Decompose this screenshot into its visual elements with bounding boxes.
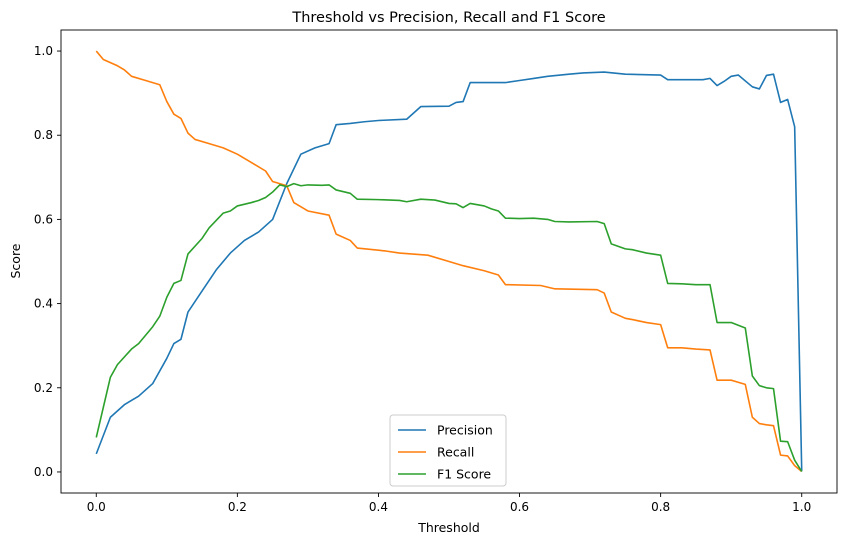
chart-title: Threshold vs Precision, Recall and F1 Sc… xyxy=(291,10,605,26)
y-tick-label: 0.2 xyxy=(34,381,53,395)
x-tick-label: 0.4 xyxy=(369,500,388,514)
legend-label-recall: Recall xyxy=(437,445,474,460)
legend-box xyxy=(389,414,507,487)
y-tick-label: 0.6 xyxy=(34,212,53,226)
x-tick-label: 0.6 xyxy=(510,500,529,514)
series-line-recall xyxy=(95,50,803,473)
y-tick-label: 0.8 xyxy=(34,128,53,142)
x-tick-label: 0.0 xyxy=(87,500,106,514)
x-axis-label: Threshold xyxy=(417,520,480,535)
legend: Precision Recall F1 Score xyxy=(389,414,507,487)
x-tick-label: 0.2 xyxy=(228,500,247,514)
y-tick-label: 0.0 xyxy=(34,465,53,479)
series-lines xyxy=(95,50,803,473)
y-axis-label: Score xyxy=(8,243,23,278)
x-tick-label: 0.8 xyxy=(651,500,670,514)
y-tick-label: 0.4 xyxy=(34,297,53,311)
x-tick-label: 1.0 xyxy=(792,500,811,514)
y-tick-label: 1.0 xyxy=(34,44,53,58)
plot-frame xyxy=(60,29,838,494)
legend-label-f1-score: F1 Score xyxy=(437,467,491,482)
series-line-precision xyxy=(95,71,803,472)
axis-ticks: 0.0 0.2 0.4 0.6 0.8 1.0 0.0 0.2 0.4 0.6 0.8 1.0 xyxy=(34,44,811,514)
legend-label-precision: Precision xyxy=(437,423,493,438)
series-line-f1-score xyxy=(95,182,803,472)
